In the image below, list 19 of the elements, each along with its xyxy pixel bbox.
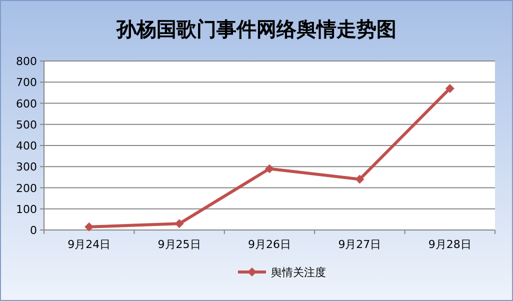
y-tick-label: 700 (16, 76, 37, 90)
legend-label: 舆情关注度 (271, 266, 326, 279)
point (265, 164, 274, 174)
y-tick-label: 200 (16, 182, 37, 195)
y-tick-label: 500 (16, 118, 37, 132)
y-tick-label: 800 (16, 55, 37, 68)
y-tick-label: 600 (16, 97, 37, 110)
x-tick-label: 9月26日 (248, 238, 291, 251)
y-tick-label: 0 (30, 224, 37, 237)
x-tick-label: 9月27日 (338, 238, 382, 251)
x-tick-label: 9月28日 (428, 238, 472, 251)
y-tick-label: 300 (16, 160, 37, 174)
chart-title: 孙杨国歌门事件网络舆情走势图 (116, 17, 396, 41)
point (445, 84, 454, 93)
point (355, 174, 364, 184)
x-tick-label: 9月24日 (68, 238, 111, 251)
x-tick-label: 9月25日 (158, 238, 201, 251)
y-tick-label: 100 (16, 202, 37, 216)
y-tick-label: 400 (16, 140, 37, 152)
